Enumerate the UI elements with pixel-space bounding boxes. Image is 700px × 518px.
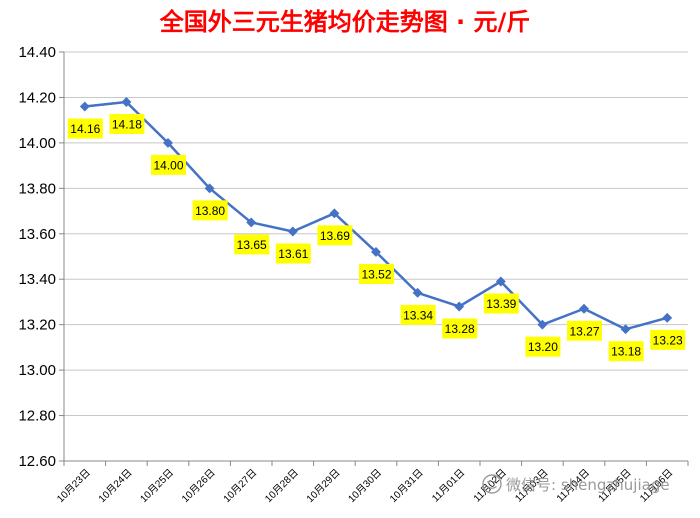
data-point: [412, 287, 423, 298]
data-label: 13.28: [445, 322, 475, 336]
data-point: [495, 276, 506, 287]
data-label: 13.27: [569, 324, 599, 338]
data-label-box: [608, 341, 644, 362]
data-label-box: [567, 320, 602, 341]
data-label-box: [109, 113, 145, 134]
series-line: [84, 100, 668, 331]
watermark: 微信号: shengzhujiage: [482, 474, 670, 494]
data-point: [620, 324, 631, 335]
data-label: 13.52: [361, 267, 391, 281]
data-label: 13.69: [320, 229, 350, 243]
wechat-icon: [482, 474, 502, 494]
x-tick-label: 11月01日: [429, 467, 467, 505]
data-label-box: [359, 263, 394, 284]
axes: [59, 51, 689, 466]
y-tick-label: 13.20: [18, 317, 56, 334]
x-tick-label: 10月24日: [96, 467, 134, 505]
data-label-box: [650, 329, 686, 350]
data-point: [579, 303, 589, 314]
x-tick-label: 11月02日: [471, 467, 509, 505]
y-tick-label: 13.00: [18, 362, 56, 379]
data-label-box: [192, 200, 228, 221]
data-label: 13.20: [528, 340, 558, 354]
data-label: 14.16: [70, 122, 100, 136]
data-point: [246, 217, 257, 228]
data-label-box: [400, 304, 436, 325]
watermark-text: 微信号: shengzhujiage: [506, 476, 670, 494]
data-label: 13.23: [653, 333, 683, 347]
data-label: 13.65: [237, 238, 267, 252]
data-point: [329, 208, 340, 219]
x-tick-label: 10月26日: [179, 467, 217, 505]
chart-title: 全国外三元生猪均价走势图 · 元/斤: [159, 8, 531, 36]
y-tick-label: 14.20: [18, 89, 56, 106]
data-label-box: [317, 225, 353, 246]
data-label-box: [67, 118, 103, 139]
x-tick-label: 10月23日: [55, 467, 93, 505]
data-point: [371, 247, 381, 257]
data-point: [287, 226, 298, 237]
data-markers: [79, 97, 673, 335]
data-label-box: [525, 336, 561, 357]
data-label-box: [483, 293, 519, 314]
y-tick-label: 13.60: [18, 226, 56, 243]
y-tick-label: 13.80: [18, 180, 56, 197]
y-tick-label: 14.00: [18, 135, 56, 152]
y-tick-label: 12.80: [18, 408, 56, 425]
data-label: 14.18: [112, 117, 142, 131]
data-label-box: [234, 234, 270, 255]
data-point: [79, 101, 90, 112]
data-label: 13.61: [278, 247, 308, 261]
data-label: 14.00: [153, 158, 183, 172]
x-tick-label: 10月27日: [221, 467, 259, 505]
data-label-box: [275, 243, 311, 264]
data-label-box: [442, 318, 478, 339]
x-tick-label: 10月25日: [138, 467, 176, 505]
x-tick-label: 10月31日: [387, 467, 425, 505]
data-point: [454, 301, 465, 312]
data-point: [662, 312, 673, 323]
x-tick-label: 10月28日: [263, 467, 301, 505]
x-tick-label: 10月29日: [304, 467, 342, 505]
data-label: 13.80: [195, 204, 225, 218]
data-label: 13.39: [486, 297, 516, 311]
data-label: 13.18: [611, 345, 641, 359]
data-point: [163, 137, 173, 148]
series-line-layer: [84, 100, 668, 331]
y-tick-label: 12.60: [18, 453, 56, 470]
data-label: 13.34: [403, 308, 433, 322]
data-labels: 14.16 14.18 14.00 13.80 13.65 13.61 13.69 13.52…: [67, 113, 686, 362]
data-label-box: [151, 154, 186, 175]
data-point: [204, 183, 215, 194]
y-tick-label: 14.40: [18, 44, 56, 61]
x-tick-label: 10月30日: [346, 467, 384, 505]
data-point: [537, 319, 548, 330]
y-tick-labels: 12.60 12.80 13.00 13.20 13.40 13.60 13.80 14.00…: [18, 44, 56, 470]
y-tick-label: 13.40: [18, 271, 56, 288]
